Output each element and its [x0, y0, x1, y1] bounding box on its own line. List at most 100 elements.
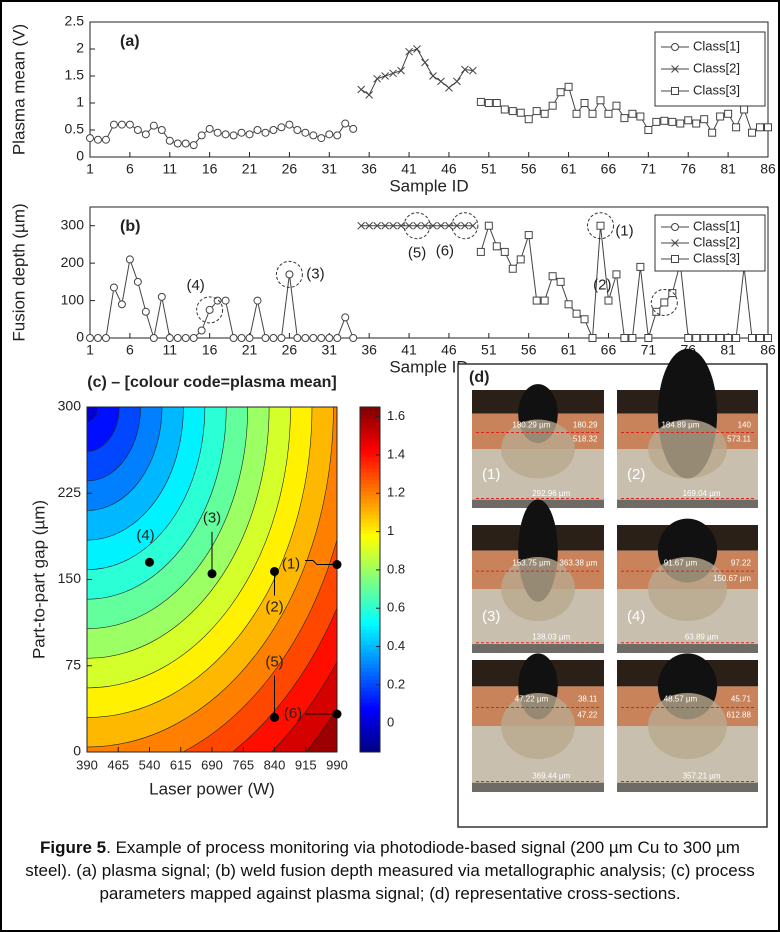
marker — [596, 221, 605, 230]
colorbar-cell — [360, 686, 380, 692]
marker — [548, 272, 557, 281]
colorbar-cell — [360, 625, 380, 630]
colorbar-cell — [360, 740, 380, 745]
colorbar-cell — [360, 713, 380, 718]
legend-label: Class[2] — [693, 60, 740, 75]
colorbar-cell — [360, 410, 380, 416]
colorbar-cell — [360, 598, 380, 603]
colorbar-cell — [360, 679, 380, 684]
colorbar-cell — [360, 602, 380, 607]
colorbar-tick-label: 1.4 — [387, 446, 405, 461]
x-axis-label: Laser power (W) — [149, 779, 275, 798]
fusion-zone — [501, 419, 575, 479]
marker — [333, 131, 342, 140]
colorbar-cell — [360, 694, 380, 699]
measurement: 138.03 µm — [532, 633, 570, 642]
marker — [397, 66, 405, 75]
micrograph-bottom — [617, 644, 758, 653]
marker — [269, 126, 278, 134]
marker — [357, 85, 366, 94]
colorbar-cell — [360, 487, 380, 492]
measurement: 292.96 µm — [532, 489, 570, 498]
x-tick-label: 41 — [401, 342, 417, 358]
marker — [580, 315, 589, 324]
point — [332, 709, 342, 719]
marker — [165, 334, 174, 342]
colorbar-cell — [360, 617, 380, 623]
marker — [684, 334, 693, 342]
colorbar-tick-label: 0 — [387, 715, 394, 730]
colorbar-cell — [360, 690, 380, 695]
marker — [389, 69, 397, 78]
colorbar-cell — [360, 633, 380, 638]
marker — [732, 123, 741, 132]
marker — [612, 101, 621, 110]
marker — [668, 117, 677, 126]
contour-field — [87, 407, 337, 752]
marker — [293, 126, 302, 134]
colorbar-cell — [360, 541, 380, 546]
marker — [469, 66, 477, 75]
marker — [325, 130, 334, 139]
colorbar-cell — [360, 453, 380, 458]
marker — [189, 141, 198, 150]
y-tick-label: 0.5 — [65, 121, 85, 137]
marker — [261, 128, 270, 137]
y-tick-label: 200 — [61, 254, 85, 270]
marker — [197, 326, 206, 335]
marker — [716, 334, 725, 342]
marker — [556, 88, 565, 97]
colorbar-cell — [360, 464, 380, 469]
colorbar-cell — [360, 445, 380, 450]
annotation-circle — [403, 212, 431, 240]
fusion-zone — [648, 557, 727, 621]
marker — [165, 136, 174, 145]
marker — [748, 128, 757, 137]
x-tick-label: 21 — [242, 161, 258, 177]
marker — [389, 221, 397, 230]
caption-label: Figure 5 — [40, 838, 107, 857]
colorbar-cell — [360, 522, 380, 527]
panel-title: (c) – [colour code=plasma mean] — [87, 374, 336, 391]
marker — [421, 58, 429, 67]
marker — [700, 115, 709, 124]
point-label: (4) — [136, 527, 154, 544]
marker — [564, 82, 573, 91]
colorbar-cell — [360, 591, 380, 596]
marker — [309, 131, 318, 140]
marker — [580, 99, 589, 107]
x-tick-label: 26 — [282, 342, 298, 358]
marker — [269, 334, 278, 342]
marker — [532, 107, 541, 116]
colorbar-cell — [360, 594, 380, 600]
fusion-zone — [501, 693, 575, 759]
marker — [86, 134, 94, 143]
point-label: (6) — [284, 705, 302, 722]
marker — [692, 119, 701, 128]
marker — [429, 72, 437, 80]
marker — [437, 77, 445, 86]
marker — [716, 112, 725, 121]
marker — [173, 139, 182, 148]
colorbar-cell — [360, 479, 380, 485]
measurement: 180.29 µm — [512, 421, 550, 430]
marker — [213, 128, 222, 137]
marker — [237, 128, 246, 137]
marker — [660, 116, 669, 125]
marker — [652, 117, 661, 126]
colorbar-tick-label: 0.6 — [387, 600, 405, 615]
x-tick-label: 6 — [126, 342, 134, 358]
marker — [572, 109, 581, 118]
measurement: 97.22 — [731, 559, 752, 568]
colorbar-cell — [360, 502, 380, 508]
colorbar-cell — [360, 614, 380, 619]
fusion-zone — [501, 557, 575, 621]
marker — [221, 296, 230, 305]
y-tick-label: 300 — [61, 216, 85, 232]
marker — [671, 255, 679, 263]
marker — [708, 128, 717, 137]
colorbar-cell — [360, 483, 380, 488]
x-tick-label: 1 — [86, 161, 94, 177]
marker — [604, 296, 613, 305]
